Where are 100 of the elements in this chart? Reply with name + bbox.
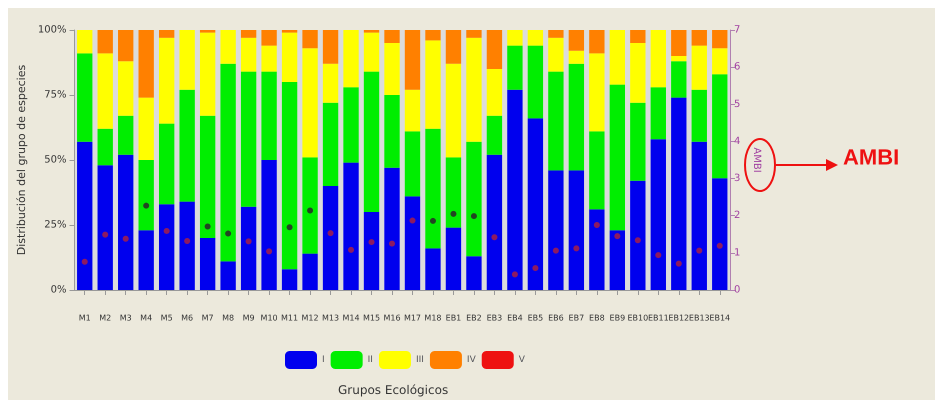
bar [507,30,523,46]
x-tick-label: M13 [322,314,340,322]
bar [692,30,707,46]
bar [384,168,400,290]
bar [486,30,502,69]
bar [404,131,420,196]
bar [364,32,380,72]
point [246,238,252,244]
x-tick-label: M17 [404,314,422,322]
bar [158,124,174,204]
bar [712,30,728,48]
bar [179,202,195,290]
bar [118,30,134,62]
y-tick-label: 75% [44,90,66,100]
legend-label: I [322,355,325,365]
point [450,210,456,217]
x-tick-label: EB13 [688,314,710,322]
x-tick-label: EB7 [568,314,584,322]
bar [610,84,626,230]
bar [404,30,420,90]
bar [364,30,380,33]
bar [384,30,400,43]
y-axis-title: Distribución del grupo de especies [15,64,28,256]
bar [302,157,318,254]
point [696,248,702,254]
legend-title: Grupos Ecológicos [338,383,448,397]
bar [343,30,359,88]
point [716,242,723,249]
bar [630,30,646,43]
text: AMBI [843,144,900,170]
y2-tick-label: 4 [734,136,740,147]
y2-tick-label: 7 [734,24,740,36]
x-tick-label: EB8 [589,314,605,322]
point [225,230,232,237]
y-tick-label: 50% [44,154,66,166]
legend-label: IV [466,355,477,365]
point [122,236,129,242]
bar [302,254,318,290]
bar [630,102,646,181]
bar [425,248,441,290]
bar [200,30,216,33]
y2-tick-label: 5 [734,98,740,110]
x-tick-label: EB5 [528,314,544,322]
x-tick-label: EB2 [466,314,482,322]
point [328,230,334,236]
bar [548,30,564,38]
x-tick-label: M3 [120,314,132,322]
bar [364,212,380,290]
x-tick-label: EB4 [507,314,523,322]
x-tick-label: M12 [302,314,319,322]
y2-tick-label: 3 [734,173,740,184]
x-tick-label: M8 [222,314,234,322]
bar [98,165,113,290]
bar [302,30,318,48]
point [676,260,682,267]
point [266,248,272,254]
x-tick-label: M4 [140,314,152,322]
point [634,237,641,244]
bar [466,30,482,38]
bar [671,98,686,290]
bar [486,116,502,155]
bar [507,90,523,290]
bar [425,128,441,248]
x-tick-label: EB6 [548,314,564,322]
bar [200,238,216,290]
bar [343,162,359,290]
bar [77,142,92,290]
bar [384,43,400,95]
bar [322,30,338,64]
bar [712,178,728,290]
bar [220,30,236,64]
x-tick-label: M1 [78,314,91,322]
point [286,224,293,230]
bar [138,98,154,160]
bar [282,30,298,33]
bar [528,118,544,290]
bar [118,61,134,116]
x-tick-label: EB12 [668,314,690,322]
bar [589,30,605,54]
bar [158,38,174,124]
point [143,202,150,209]
bar [77,53,92,142]
legend-label: III [416,355,424,365]
x-tick-label: M18 [424,314,442,322]
bar [179,30,195,90]
bar [446,228,462,290]
bar [200,32,216,116]
bar [650,30,666,88]
bar [692,90,707,142]
y2-axis-title: AMBI [750,147,762,173]
bar [466,142,482,256]
bar [650,139,666,290]
point [614,233,620,240]
bar [650,87,666,140]
bar [240,72,256,207]
x-tick-label: EB14 [709,314,730,322]
x-tick-label: EB10 [627,314,648,322]
bar [446,157,462,228]
bar [138,230,154,290]
y-tick-label: 0% [50,284,66,296]
